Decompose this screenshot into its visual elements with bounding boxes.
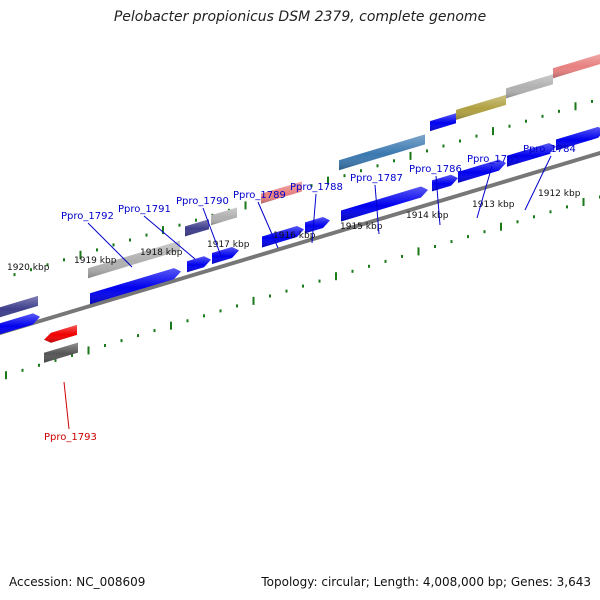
forward-gene-arrow-shade: [458, 159, 506, 183]
gene-label-group[interactable]: Ppro_1785: [467, 154, 520, 219]
gene-label-group[interactable]: Ppro_1787: [350, 173, 403, 235]
gene-label[interactable]: Ppro_1792: [61, 211, 114, 222]
cog-box-shade: [339, 134, 425, 171]
gene-label[interactable]: Ppro_1787: [350, 173, 403, 184]
scale-labels: 1920 kbp 1919 kbp 1918 kbp 1917 kbp 1916…: [7, 189, 581, 273]
gene-leader-line: [202, 207, 222, 257]
cog-box-shade: [0, 295, 38, 318]
gene-leader-line: [63, 381, 70, 430]
cog-box-shade: [185, 219, 209, 237]
cog-box-shade: [430, 113, 456, 132]
gene-track: [0, 126, 600, 363]
gene-leader-line: [476, 165, 493, 219]
gene-label[interactable]: Ppro_1788: [290, 182, 343, 193]
cog-box-shade: [553, 54, 600, 79]
map-title: Pelobacter propionicus DSM 2379, complet…: [113, 9, 487, 25]
gene-labels: Ppro_1784 Ppro_1785 Ppro_1786 Ppro_1787 …: [44, 144, 576, 443]
scale-label: 1917 kbp: [207, 240, 250, 250]
gene-label[interactable]: Ppro_1789: [233, 190, 286, 201]
gene-label-group[interactable]: Ppro_1793: [44, 381, 97, 443]
gene-leader-line: [374, 184, 380, 235]
cog-box-shade: [261, 181, 302, 204]
gene-label-group[interactable]: Ppro_1786: [409, 164, 462, 226]
gene-label[interactable]: Ppro_1790: [176, 196, 229, 207]
forward-gene-arrow-shade: [556, 126, 600, 151]
cog-box-shade: [44, 342, 78, 363]
forward-gene-arrow-shade: [305, 217, 330, 234]
gene-label[interactable]: Ppro_1786: [409, 164, 462, 175]
forward-gene-arrow-shade: [187, 256, 211, 273]
gene-label[interactable]: Ppro_1785: [467, 154, 520, 165]
gene-label-group[interactable]: Ppro_1792: [61, 211, 133, 268]
scale-label: 1913 kbp: [472, 200, 515, 210]
reverse-gene-arrow-shade: [44, 324, 77, 343]
gene-leader-line: [143, 215, 196, 260]
gene-leader-line: [87, 222, 133, 268]
forward-gene-arrow-shade: [0, 313, 40, 335]
gene-label[interactable]: Ppro_1791: [118, 204, 171, 215]
cog-track: [0, 54, 600, 318]
accession-text: Accession: NC_008609: [9, 575, 146, 589]
scale-label: 1912 kbp: [538, 189, 581, 199]
forward-gene-arrow-shade: [432, 174, 458, 192]
gene-label-group[interactable]: Ppro_1789: [233, 190, 286, 249]
forward-gene-arrow-shade: [341, 186, 428, 222]
gene-label[interactable]: Ppro_1793: [44, 432, 97, 443]
scale-label: 1919 kbp: [74, 256, 117, 266]
gene-label-group[interactable]: Ppro_1788: [290, 182, 343, 244]
forward-gene-arrow-shade: [507, 143, 556, 167]
scale-label: 1916 kbp: [273, 231, 316, 241]
gene-label-group[interactable]: Ppro_1784: [523, 144, 576, 211]
scale-label: 1918 kbp: [140, 248, 183, 258]
cog-box-shade: [506, 74, 553, 99]
scale-ticks-lower: [5, 195, 600, 380]
genome-summary-text: Topology: circular; Length: 4,008,000 bp…: [261, 575, 591, 589]
gene-leader-line: [435, 175, 441, 226]
scale-label: 1920 kbp: [7, 263, 50, 273]
gene-label[interactable]: Ppro_1784: [523, 144, 576, 155]
forward-gene-arrow-shade: [90, 268, 181, 305]
genome-backbone: [0, 150, 600, 336]
cog-box-shade: [456, 94, 506, 120]
gene-label-group[interactable]: Ppro_1791: [118, 204, 196, 260]
cog-box-shade: [211, 207, 237, 226]
gene-leader-line: [311, 193, 317, 244]
scale-label: 1914 kbp: [406, 211, 449, 221]
forward-gene-arrow-shade: [262, 226, 304, 248]
gene-leader-line: [257, 201, 279, 249]
cog-box-shade: [88, 240, 180, 279]
scale-label: 1915 kbp: [340, 222, 383, 232]
gene-leader-line: [524, 155, 552, 211]
gene-label-group[interactable]: Ppro_1790: [176, 196, 229, 257]
